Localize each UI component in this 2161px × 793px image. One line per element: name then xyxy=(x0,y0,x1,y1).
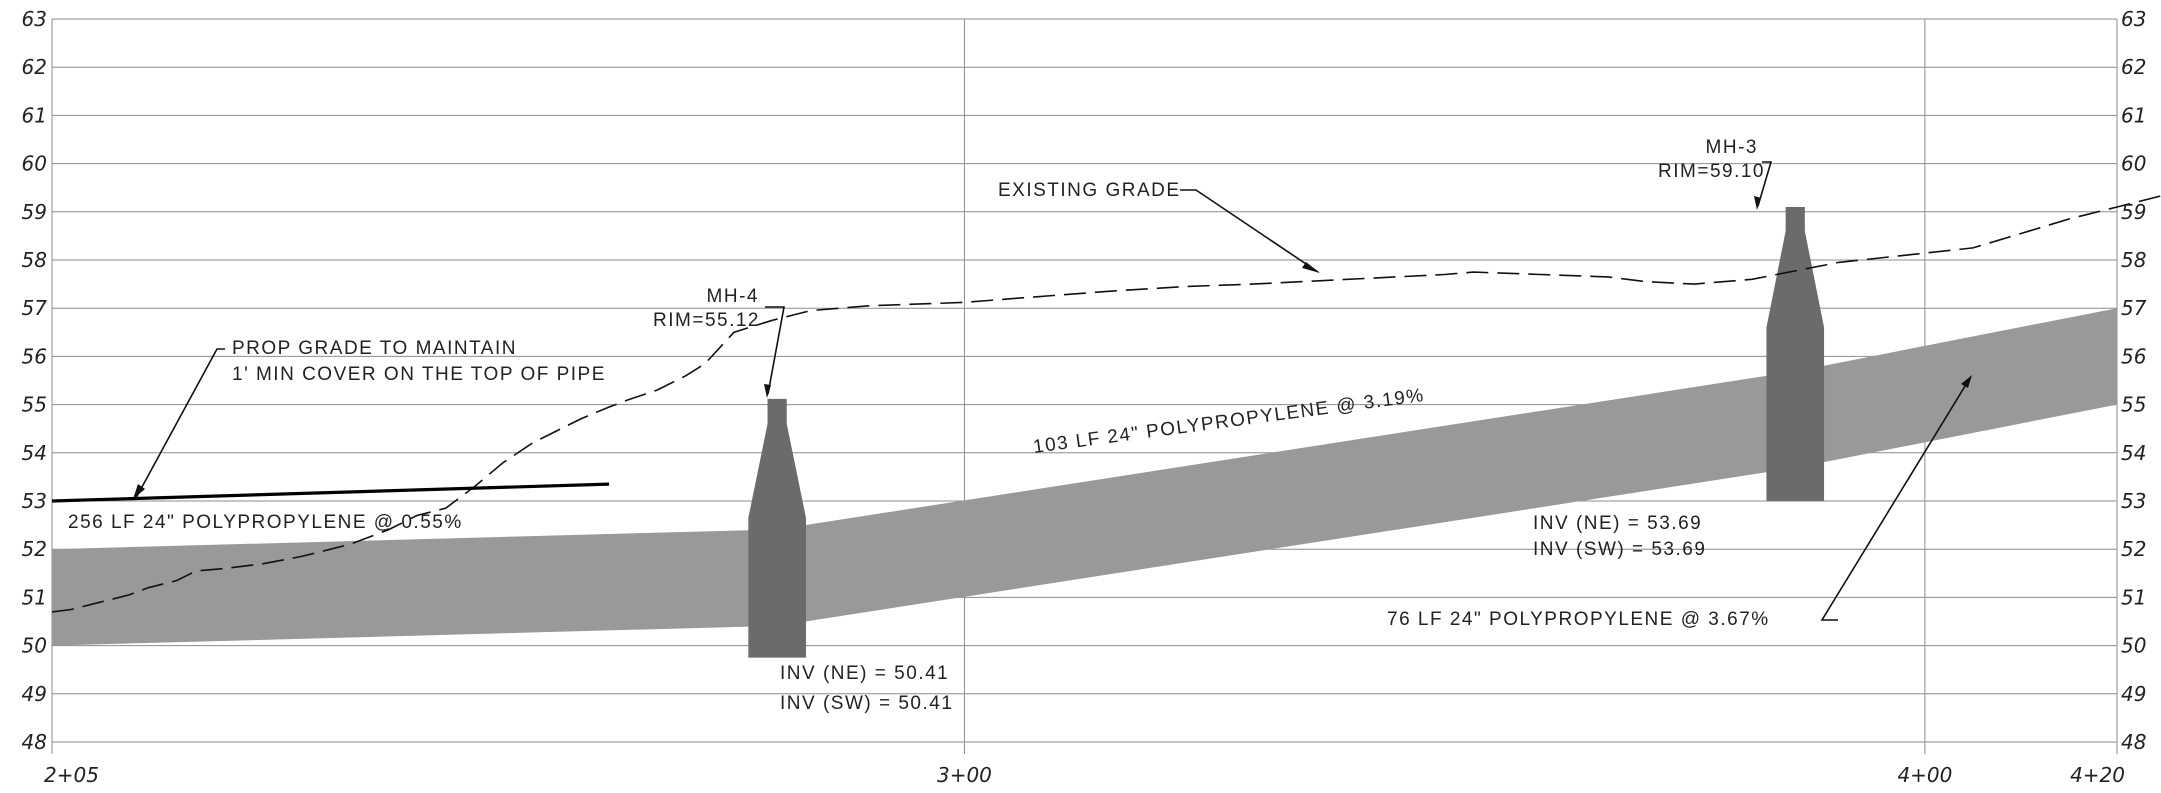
elev-label-left-55: 55 xyxy=(22,393,47,417)
station-label-4+00: 4+00 xyxy=(1897,763,1952,787)
elev-label-left-53: 53 xyxy=(22,489,47,513)
mh4-leader xyxy=(765,306,785,395)
elev-label-right-52: 52 xyxy=(2121,537,2146,561)
elev-label-left-63: 63 xyxy=(22,7,47,31)
station-label-4+20: 4+20 xyxy=(2070,763,2125,787)
mh3-inv-ne-label: INV (NE) = 53.69 xyxy=(1533,513,1702,534)
station-label-3+00: 3+00 xyxy=(937,763,992,787)
elev-label-right-51: 51 xyxy=(2121,585,2146,609)
elev-label-left-51: 51 xyxy=(22,585,47,609)
elev-label-right-61: 61 xyxy=(2121,103,2146,127)
elev-label-right-62: 62 xyxy=(2121,55,2146,79)
elev-label-right-48: 48 xyxy=(2121,730,2146,754)
manhole-structures xyxy=(748,206,1825,658)
mh3-inv-sw-label: INV (SW) = 53.69 xyxy=(1533,539,1706,560)
elev-label-right-58: 58 xyxy=(2121,248,2146,272)
prop-grade-label-line1: PROP GRADE TO MAINTAIN xyxy=(232,338,517,359)
pipe1-label: 256 LF 24" POLYPROPYLENE @ 0.55% xyxy=(68,512,463,533)
elev-label-left-58: 58 xyxy=(22,248,47,272)
existing-grade-arrowhead xyxy=(1302,262,1320,273)
leader-lines xyxy=(133,161,1972,621)
mh4-inv-ne-label: INV (NE) = 50.41 xyxy=(780,663,949,684)
elev-label-left-59: 59 xyxy=(22,200,47,224)
elev-label-left-56: 56 xyxy=(22,344,47,368)
elev-label-left-54: 54 xyxy=(22,441,47,465)
mh4-arrowhead xyxy=(764,384,771,398)
elev-label-left-48: 48 xyxy=(22,730,47,754)
elevation-labels-right: 48 49 50 51 52 53 54 55 56 57 58 59 60 61 62 63 xyxy=(2121,7,2147,754)
existing-grade-leader xyxy=(1180,189,1319,273)
mh4-name-label: MH-4 xyxy=(707,286,759,307)
prop-grade-arrowhead xyxy=(133,484,145,499)
elev-label-left-50: 50 xyxy=(22,634,47,658)
pipe3-arrowhead xyxy=(1961,375,1972,388)
elev-label-right-56: 56 xyxy=(2121,344,2146,368)
elev-label-left-61: 61 xyxy=(22,103,47,127)
elev-label-right-57: 57 xyxy=(2121,296,2147,320)
mh4-inv-sw-label: INV (SW) = 50.41 xyxy=(780,693,953,714)
elev-label-right-59: 59 xyxy=(2121,200,2146,224)
pipe-segment-1 xyxy=(52,529,778,646)
existing-grade-label: EXISTING GRADE xyxy=(998,180,1181,201)
prop-grade-label-line2: 1' MIN COVER ON THE TOP OF PIPE xyxy=(232,364,606,385)
pipe-segments xyxy=(52,308,2117,646)
elev-label-right-60: 60 xyxy=(2121,152,2146,176)
elev-label-right-55: 55 xyxy=(2121,393,2146,417)
mh3-name-label: MH-3 xyxy=(1706,137,1758,158)
proposed-grade-line xyxy=(51,482,610,503)
elev-label-left-57: 57 xyxy=(22,296,48,320)
elevation-labels-left: 48 49 50 51 52 53 54 55 56 57 58 59 60 61 62 63 xyxy=(22,7,48,754)
pipe3-label: 76 LF 24" POLYPROPYLENE @ 3.67% xyxy=(1387,609,1770,630)
elev-label-left-49: 49 xyxy=(22,682,47,706)
elev-label-right-50: 50 xyxy=(2121,634,2146,658)
elev-label-right-49: 49 xyxy=(2121,682,2146,706)
elev-label-right-63: 63 xyxy=(2121,7,2146,31)
mh4-rim-label: RIM=55.12 xyxy=(653,310,760,331)
prop-grade-leader xyxy=(135,348,225,499)
pipe3-leader xyxy=(1820,377,1971,621)
mh3-leader xyxy=(1757,161,1773,207)
station-label-2+05: 2+05 xyxy=(44,763,99,787)
elev-label-right-53: 53 xyxy=(2121,489,2146,513)
pipe-segment-2 xyxy=(777,371,1796,626)
mh3-rim-label: RIM=59.10 xyxy=(1658,161,1765,182)
station-labels: 2+05 3+00 4+00 4+20 xyxy=(44,763,2125,787)
elev-label-left-62: 62 xyxy=(22,55,47,79)
elev-label-left-52: 52 xyxy=(22,537,47,561)
elev-label-right-54: 54 xyxy=(2121,441,2146,465)
elev-label-left-60: 60 xyxy=(22,152,47,176)
manhole-mh-3 xyxy=(1766,206,1825,502)
existing-grade-line xyxy=(51,195,2161,613)
mh3-arrowhead xyxy=(1754,196,1761,210)
manhole-mh-4 xyxy=(748,398,806,658)
pipe-segment-3 xyxy=(1795,308,2117,468)
